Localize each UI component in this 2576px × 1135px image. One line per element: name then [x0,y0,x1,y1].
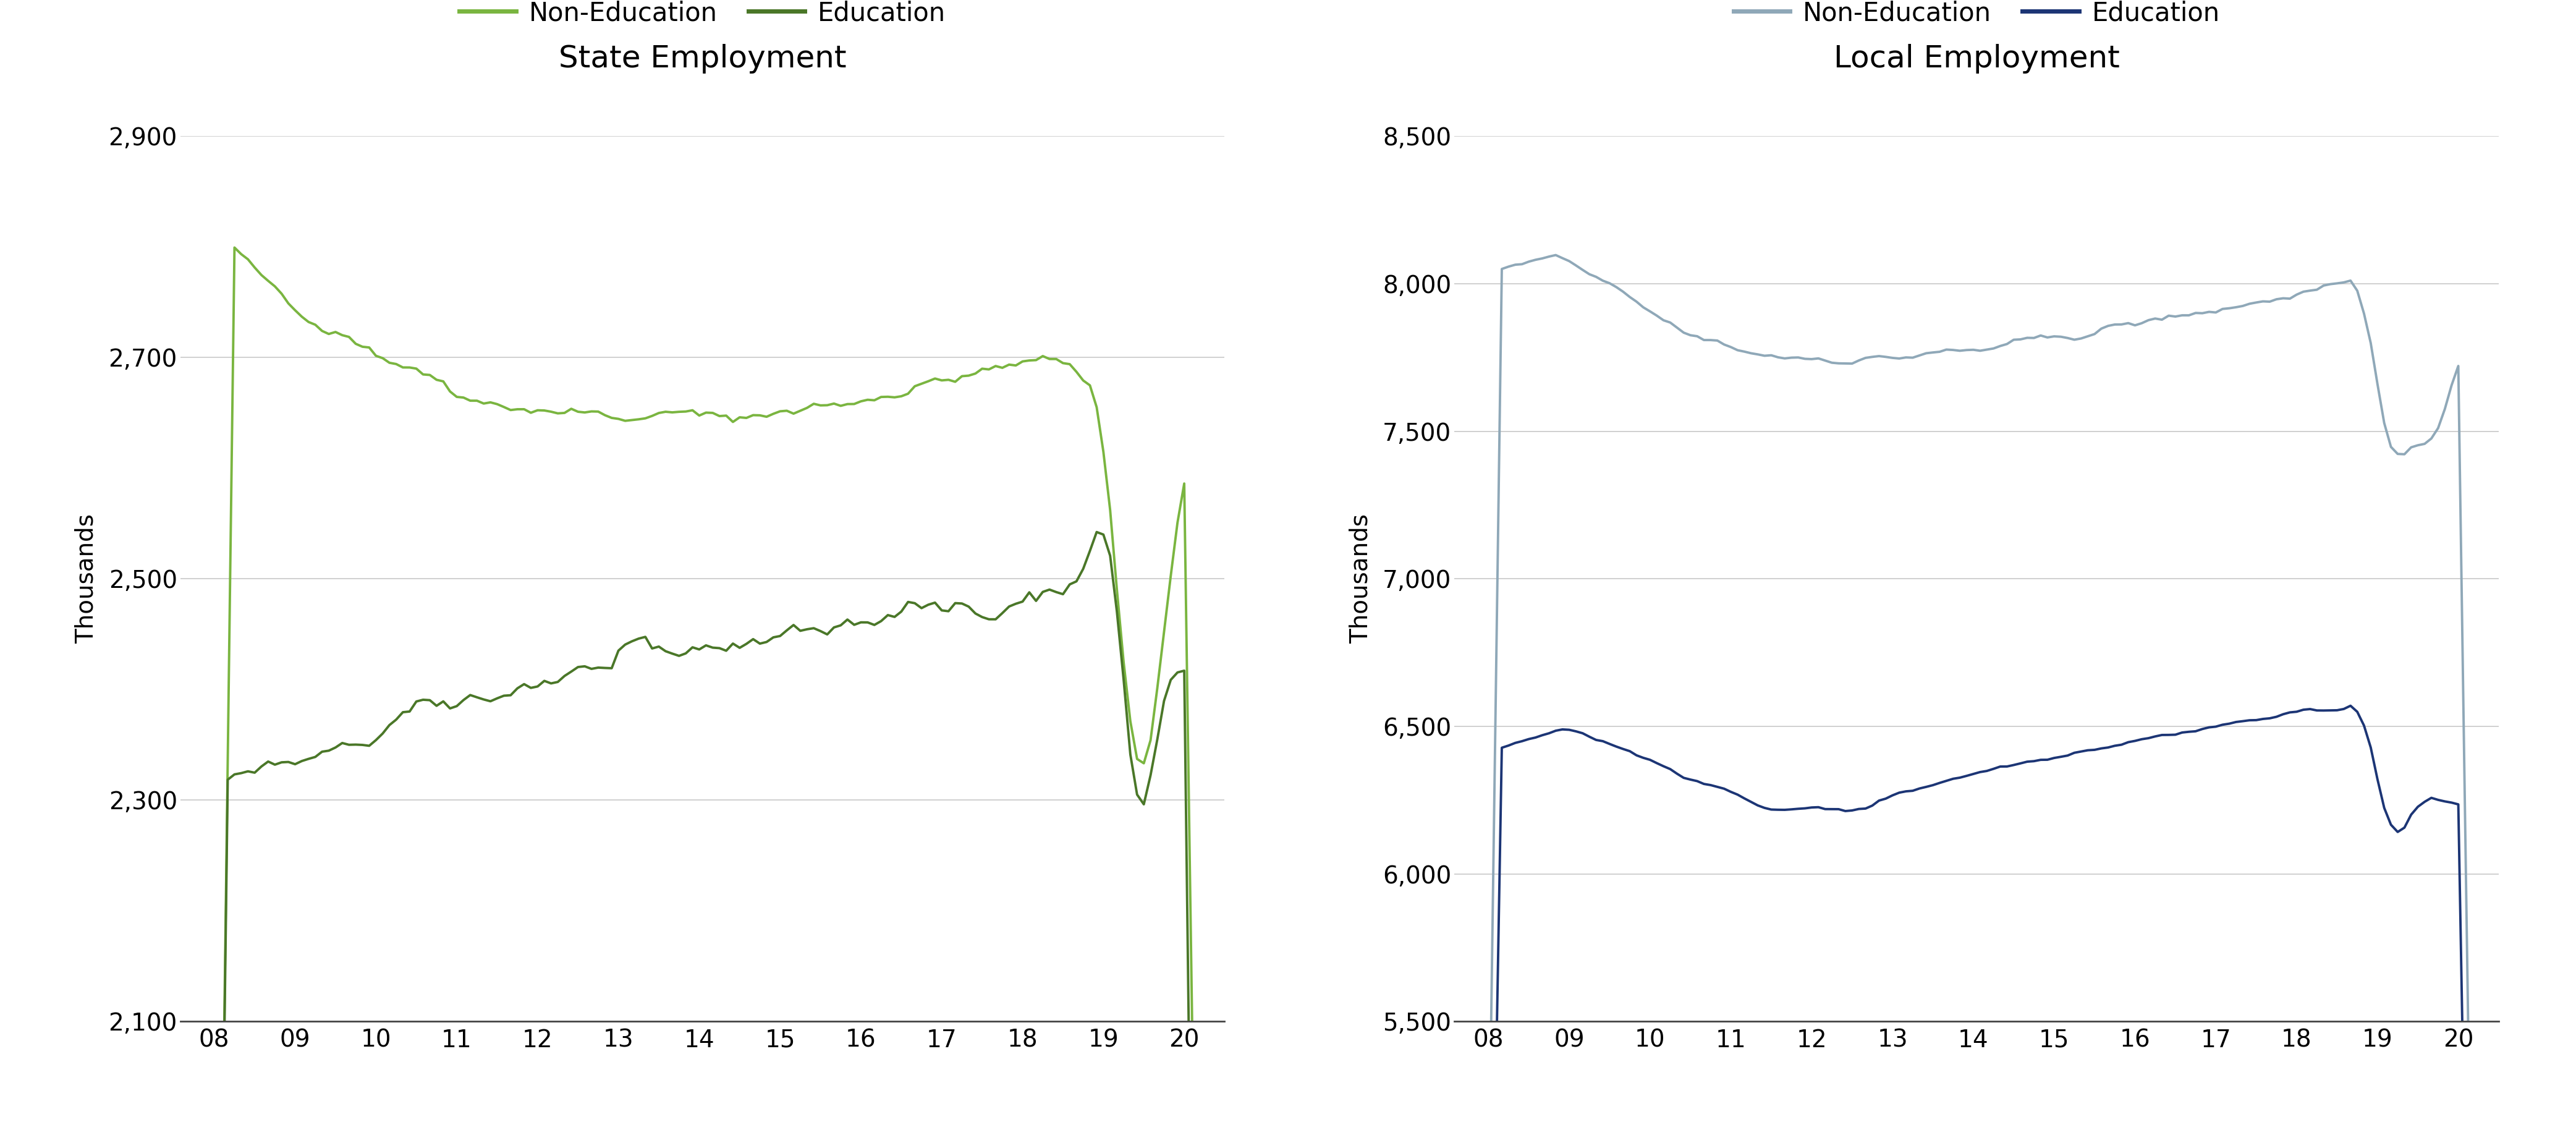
Education [2246,712,2277,725]
Y-axis label: Thousands: Thousands [75,514,98,644]
Title: State Employment: State Employment [559,44,848,74]
Line: Education: Education [214,532,1198,1135]
Education [2334,699,2365,713]
Non-Education [981,359,1012,372]
Non-Education [2020,331,2050,345]
Education [1790,801,1821,815]
Line: Non-Education: Non-Education [214,247,1198,1135]
Non-Education [219,241,250,254]
Line: Education: Education [1489,706,2473,1135]
Education [2012,755,2043,768]
Legend: Non-Education, Education: Non-Education, Education [448,0,956,36]
Education [974,613,1005,627]
Education [1082,526,1113,539]
Line: Non-Education: Non-Education [1489,255,2473,1135]
Non-Education [523,403,554,417]
Education [461,690,492,704]
Education [1736,794,1767,808]
Non-Education [966,362,997,376]
Education [515,681,546,695]
Non-Education [1540,249,1571,262]
Non-Education [2254,295,2285,309]
Education [2233,714,2264,728]
Non-Education [469,397,500,411]
Y-axis label: Thousands: Thousands [1350,514,1373,644]
Education [961,607,992,621]
Non-Education [744,409,775,422]
Non-Education [1795,352,1826,365]
Education [878,611,909,624]
Non-Education [886,389,917,403]
Non-Education [1741,347,1772,361]
Non-Education [2241,296,2272,310]
Non-Education [2159,310,2190,323]
Title: Local Employment: Local Employment [1834,44,2120,74]
Education [737,632,768,646]
Legend: Non-Education, Education: Non-Education, Education [1723,0,2231,36]
Education [2154,728,2184,741]
